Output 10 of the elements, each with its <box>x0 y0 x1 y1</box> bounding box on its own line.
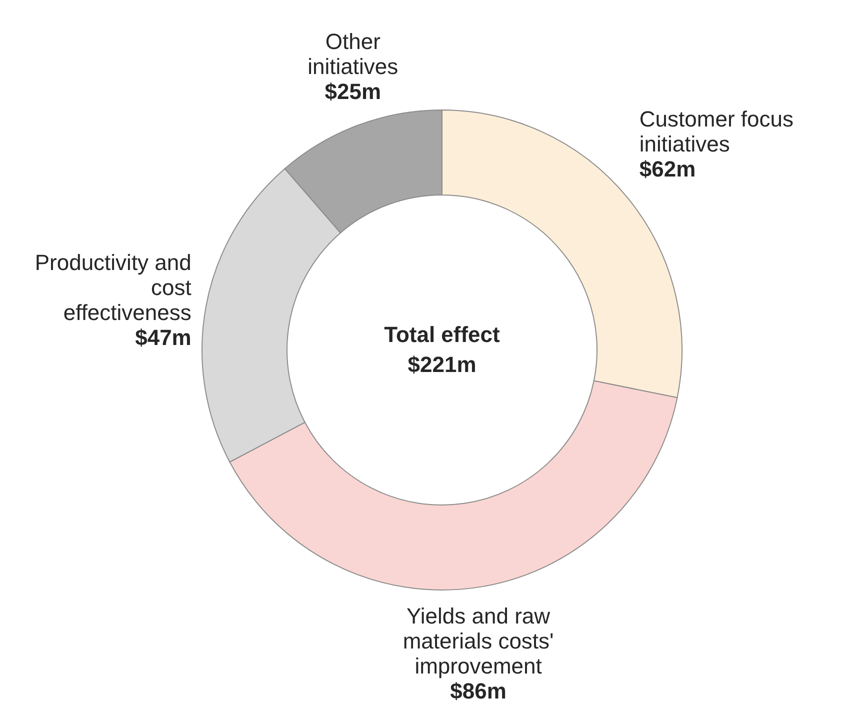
slice-label: Customer focus initiatives <box>639 106 794 157</box>
slice-label: Yields and raw materials costs' improvement <box>402 603 554 678</box>
slice-label: Other initiatives <box>308 29 398 80</box>
data-label: $62m <box>639 156 696 182</box>
data-label: $47m <box>135 324 192 350</box>
slice-label: Productivity and cost effectiveness <box>34 250 192 325</box>
text: Total effect <box>384 322 501 347</box>
data-label: $25m <box>324 79 382 104</box>
text: $221m <box>408 352 476 377</box>
data-label: $86m <box>450 678 506 704</box>
